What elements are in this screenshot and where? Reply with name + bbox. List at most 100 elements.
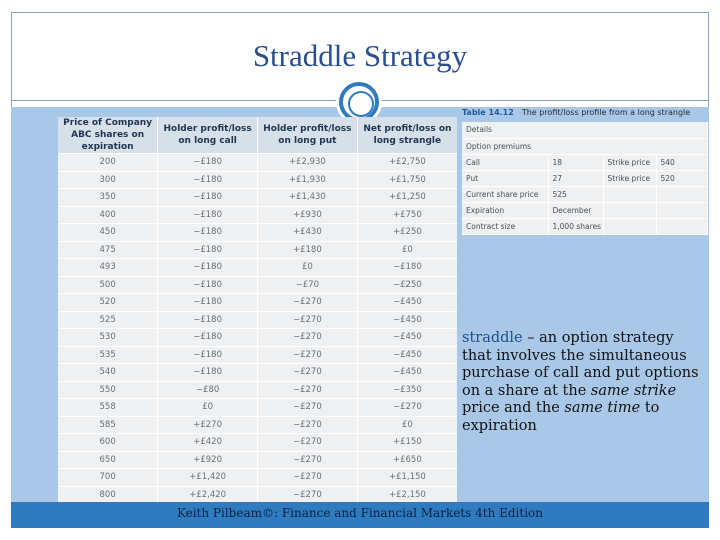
table-cell: 450 bbox=[58, 223, 159, 242]
table-cell: −£270 bbox=[257, 381, 358, 399]
option-row: Call 18 Strike price 540 bbox=[462, 154, 708, 171]
option-cell bbox=[603, 218, 657, 235]
option-cell: December bbox=[548, 202, 604, 219]
table-row: 500 −£180 −£70 −£250 bbox=[58, 276, 457, 294]
table-cell: +£930 bbox=[257, 206, 358, 224]
table-cell: −£270 bbox=[257, 468, 358, 487]
table-cell: +£150 bbox=[357, 433, 457, 452]
table-cell: −£270 bbox=[257, 346, 358, 364]
ring-ornament-icon bbox=[339, 82, 379, 122]
table-cell: −£270 bbox=[357, 398, 457, 417]
table-caption-text: The profit/loss profile from a long stra… bbox=[521, 108, 691, 117]
option-cell bbox=[603, 186, 657, 203]
table-cell: −£270 bbox=[257, 486, 358, 504]
option-details-table: Details Option premiums Call 18 Strike price… bbox=[462, 122, 708, 235]
slide-title: Straddle Strategy bbox=[252, 38, 468, 73]
table-cell: −£250 bbox=[357, 276, 457, 294]
option-cell: 525 bbox=[548, 186, 604, 203]
table-cell: +£1,930 bbox=[257, 171, 358, 189]
profit-loss-table: Price of Company ABC shares on expiratio… bbox=[58, 117, 457, 504]
table-cell: 520 bbox=[58, 293, 159, 312]
definition-text-1: – an option strategy that involves the s… bbox=[462, 330, 699, 399]
table-cell: 350 bbox=[58, 188, 159, 207]
option-cell: Strike price bbox=[603, 170, 657, 187]
table-cell: −£180 bbox=[157, 206, 258, 224]
option-cell: 520 bbox=[656, 170, 708, 187]
table-cell: −£180 bbox=[157, 276, 258, 294]
straddle-definition: straddle – an option strategy that invol… bbox=[462, 330, 702, 435]
table-cell: +£2,420 bbox=[157, 486, 258, 504]
table-cell: +£270 bbox=[157, 416, 258, 434]
table-header-row: Price of Company ABC shares on expiratio… bbox=[58, 117, 457, 154]
table-row: 550 −£80 −£270 −£350 bbox=[58, 381, 457, 399]
table-row: 475 −£180 +£180 £0 bbox=[58, 241, 457, 259]
table-row: 600 +£420 −£270 +£150 bbox=[58, 433, 457, 452]
table-row: 540 −£180 −£270 −£450 bbox=[58, 363, 457, 382]
table-cell: −£270 bbox=[257, 433, 358, 452]
option-cell: Contract size bbox=[462, 218, 549, 235]
table-row: 350 −£180 +£1,430 +£1,250 bbox=[58, 188, 457, 207]
table-cell: +£250 bbox=[357, 223, 457, 242]
footer-bar: Keith Pilbeam©: Finance and Financial Ma… bbox=[11, 502, 709, 528]
table-cell: −£180 bbox=[157, 328, 258, 347]
table-cell: +£1,250 bbox=[357, 188, 457, 207]
option-row: Contract size 1,000 shares bbox=[462, 218, 708, 235]
table-row: 525 −£180 −£270 −£450 bbox=[58, 311, 457, 329]
table-cell: −£450 bbox=[357, 346, 457, 364]
table-cell: −£180 bbox=[157, 241, 258, 259]
table-cell: −£180 bbox=[357, 258, 457, 277]
option-cell bbox=[656, 202, 708, 219]
table-cell: −£450 bbox=[357, 293, 457, 312]
table-cell: 800 bbox=[58, 486, 159, 504]
table-cell: +£180 bbox=[257, 241, 358, 259]
definition-emphasis-1: same strike bbox=[590, 382, 677, 399]
table-cell: 600 bbox=[58, 433, 159, 452]
header-long-call: Holder profit/loss on long call bbox=[157, 117, 258, 154]
table-cell: −£180 bbox=[157, 258, 258, 277]
option-cell bbox=[603, 202, 657, 219]
header-net: Net profit/loss on long strangle bbox=[357, 117, 457, 154]
table-cell: −£180 bbox=[157, 223, 258, 242]
table-cell: −£270 bbox=[257, 293, 358, 312]
table-cell: −£180 bbox=[157, 171, 258, 189]
header-long-put: Holder profit/loss on long put bbox=[257, 117, 358, 154]
table-cell: £0 bbox=[357, 416, 457, 434]
table-cell: 200 bbox=[58, 153, 159, 172]
table-cell: −£180 bbox=[157, 346, 258, 364]
table-cell: £0 bbox=[157, 398, 258, 417]
table-cell: £0 bbox=[257, 258, 358, 277]
table-cell: 550 bbox=[58, 381, 159, 399]
table-row: 800 +£2,420 −£270 +£2,150 bbox=[58, 486, 457, 504]
option-cell: Details bbox=[462, 122, 708, 139]
option-cell: 1,000 shares bbox=[548, 218, 604, 235]
table-cell: 650 bbox=[58, 451, 159, 469]
table-cell: −£180 bbox=[157, 293, 258, 312]
table-cell: +£420 bbox=[157, 433, 258, 452]
table-cell: 558 bbox=[58, 398, 159, 417]
option-row: Details bbox=[462, 122, 708, 139]
table-cell: +£2,750 bbox=[357, 153, 457, 172]
table-cell: +£650 bbox=[357, 451, 457, 469]
option-table-caption: Table 14.12 The profit/loss profile from … bbox=[462, 108, 690, 117]
table-cell: 475 bbox=[58, 241, 159, 259]
table-cell: −£270 bbox=[257, 398, 358, 417]
table-cell: +£2,930 bbox=[257, 153, 358, 172]
option-cell: 27 bbox=[548, 170, 604, 187]
option-row: Put 27 Strike price 520 bbox=[462, 170, 708, 187]
table-cell: +£1,420 bbox=[157, 468, 258, 487]
table-cell: −£180 bbox=[157, 311, 258, 329]
table-cell: 400 bbox=[58, 206, 159, 224]
footer-credit: Keith Pilbeam©: Finance and Financial Ma… bbox=[176, 506, 544, 520]
table-cell: 493 bbox=[58, 258, 159, 277]
option-row: Expiration December bbox=[462, 202, 708, 219]
table-row: 520 −£180 −£270 −£450 bbox=[58, 293, 457, 312]
table-cell: −£270 bbox=[257, 363, 358, 382]
table-cell: −£350 bbox=[357, 381, 457, 399]
table-row: 535 −£180 −£270 −£450 bbox=[58, 346, 457, 364]
table-cell: 700 bbox=[58, 468, 159, 487]
option-cell: Current share price bbox=[462, 186, 549, 203]
table-cell: −£270 bbox=[257, 328, 358, 347]
table-cell: −£450 bbox=[357, 363, 457, 382]
table-row: 300 −£180 +£1,930 +£1,750 bbox=[58, 171, 457, 189]
table-cell: −£180 bbox=[157, 363, 258, 382]
